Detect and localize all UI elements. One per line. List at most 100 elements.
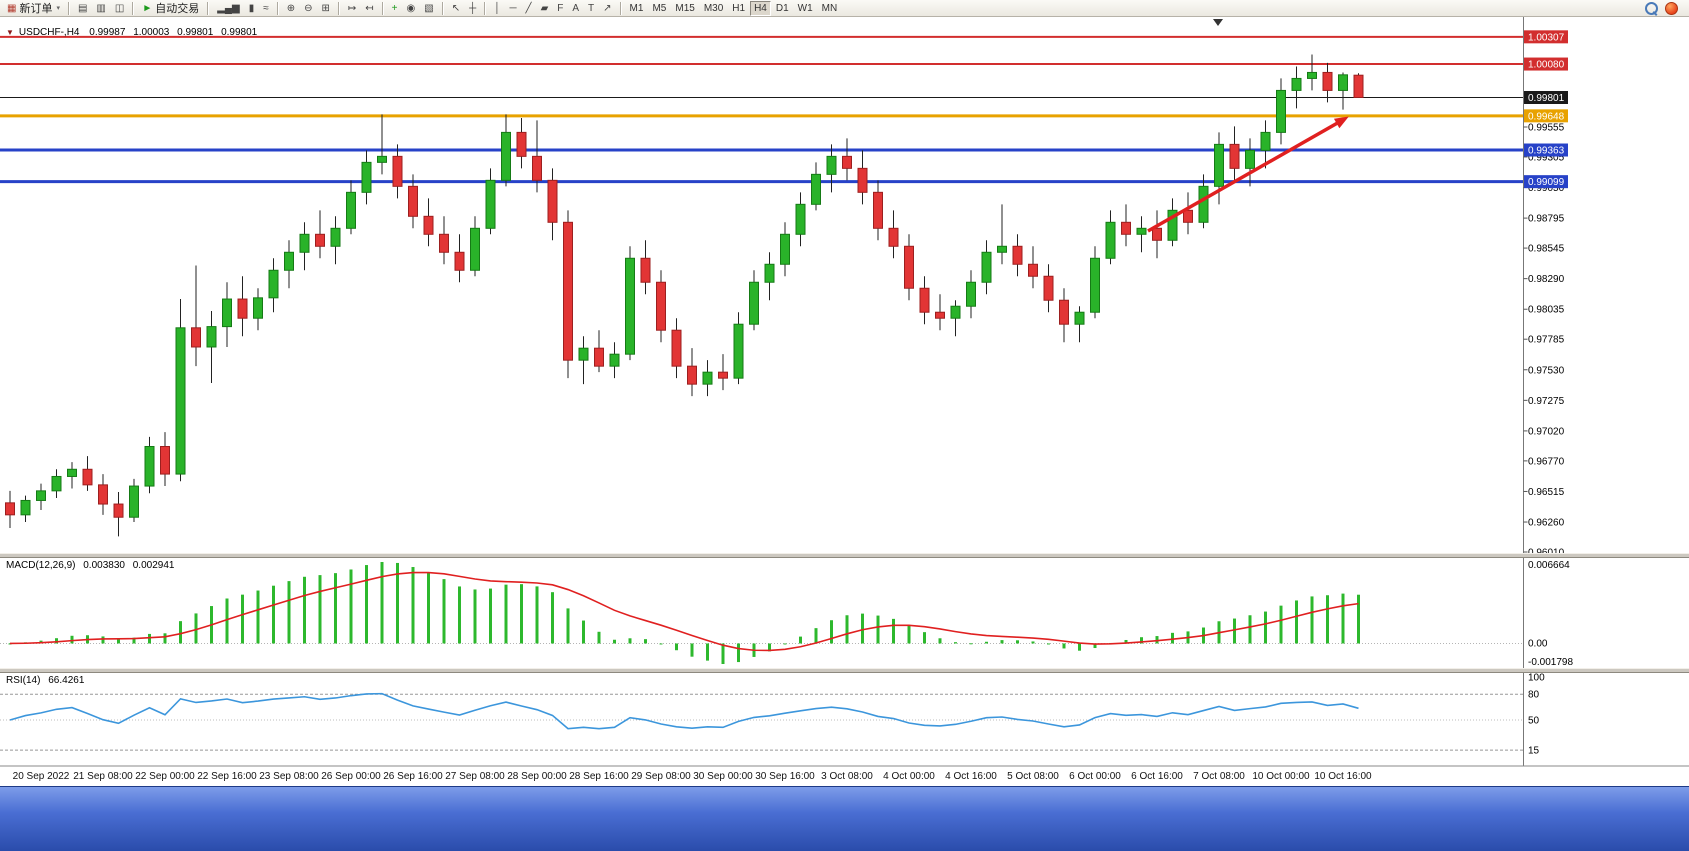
candle-body [237,298,248,319]
line-chart-icon: ≈ [263,2,269,14]
arrows-icon[interactable]: ↗ [599,0,615,17]
price-tick-label: 0.99305 [1528,152,1565,163]
trendline-icon[interactable]: ╱ [522,0,536,17]
zoom-out-icon[interactable]: ⊖ [300,0,316,17]
fibonacci-icon[interactable]: F [553,0,567,17]
macd-histogram-bar [427,572,430,644]
macd-histogram-bar [892,618,895,644]
time-axis-label: 30 Sep 16:00 [755,771,815,782]
cursor-icon[interactable]: ↖ [448,0,464,17]
timeframe-button-m1[interactable]: M1 [629,2,644,14]
timeframe-button-h4[interactable]: H4 [750,0,771,16]
candle-body [36,490,46,501]
zoom-out-icon: ⊖ [304,2,313,14]
new-order-icon: ▦ [7,2,17,14]
text-icon: A [572,2,580,14]
horizontal-line-icon[interactable]: ─ [505,0,520,17]
periods-icon[interactable]: ◉ [403,0,420,17]
price-line-label: 1.00307 [1528,32,1565,43]
line-chart-icon[interactable]: ≈ [259,0,273,17]
bar-chart-icon[interactable]: ▂▄▆ [213,0,243,17]
navigator-icon[interactable]: ◫ [111,0,128,17]
candle-body [1105,221,1116,259]
indicators-icon[interactable]: + [388,0,402,17]
candle-body [51,475,62,492]
vertical-line-icon[interactable]: │ [490,0,504,17]
auto-scroll-icon: ↦ [347,2,357,14]
timeframe-button-d1[interactable]: D1 [775,2,789,14]
macd-histogram-bar [256,590,260,644]
candle-body [268,269,279,299]
zoom-in-icon[interactable]: ⊕ [283,0,299,17]
crosshair-icon[interactable]: ┼ [465,0,480,17]
candle-body [1059,299,1069,325]
time-axis-label: 7 Oct 08:00 [1193,771,1245,782]
price-tick-label: 0.99555 [1528,122,1565,133]
trend-arrow-head [1333,116,1349,129]
auto-trading-icon: ► [142,2,153,14]
candle-body [423,215,434,235]
trend-arrow[interactable] [1147,119,1342,233]
templates-icon[interactable]: ▧ [420,0,437,17]
candle-body [1353,74,1364,98]
candlestick-chart-icon[interactable]: ▮ [245,0,259,17]
macd-histogram-bar [566,608,570,644]
time-axis-label: 30 Sep 00:00 [693,771,753,782]
pane-divider-rsi[interactable] [0,668,1689,673]
tile-windows-icon[interactable]: ⊞ [318,0,334,17]
macd-histogram-bar [318,575,322,644]
candle-body [408,185,418,217]
rsi-axis-label: 50 [1528,716,1540,727]
auto-scroll-icon[interactable]: ↦ [344,0,360,17]
market-watch-icon[interactable]: ▤ [74,0,91,17]
candle-body [795,203,806,235]
macd-axis-label: -0.001798 [1528,657,1573,668]
toolbar-separator [132,1,135,15]
candle-body [470,227,480,271]
price-line-label: 0.99099 [1528,177,1565,188]
macd-histogram-bar [1031,641,1035,644]
candle-body [826,155,837,175]
macd-axis-label: 0.006664 [1528,560,1570,571]
timeframe-button-h1[interactable]: H1 [732,2,746,14]
candle-body [346,191,356,229]
new-order-button[interactable]: ▦ 新订单 ▾ [3,0,64,17]
candle-body [1229,143,1240,169]
taskbar [0,786,1689,851]
macd-histogram-bar [396,562,399,644]
macd-axis-label: 0.00 [1528,638,1548,649]
chart-shift-icon[interactable]: ↤ [361,0,377,17]
candle-body [609,353,620,367]
macd-histogram-bar [1326,595,1329,644]
toolbar: ▦ 新订单 ▾ ▤ ▥ ◫ ► 自动交易 ▂▄▆ ▮ ≈ ⊕ ⊖ ⊞ ↦ ↤ + ◉ ▧ ↖ ┼ │ ─ ╱ ▰ F A T ↗ M1 M5… [0,0,1689,17]
channel-icon[interactable]: ▰ [537,0,553,17]
timeframe-button-m15[interactable]: M15 [675,2,695,14]
macd-histogram-bar [55,638,58,644]
timeframe-button-w1[interactable]: W1 [797,2,813,14]
candle-body [20,499,31,516]
toolbar-separator [67,1,70,15]
macd-histogram-bar [1310,596,1314,644]
macd-histogram-bar [628,638,632,644]
candle-body [1214,143,1224,187]
search-icon[interactable] [1645,1,1658,15]
timeframe-button-m5[interactable]: M5 [652,2,667,14]
timeframe-button-mn[interactable]: MN [821,2,838,14]
pane-divider-macd[interactable] [0,553,1689,558]
time-axis-label: 4 Oct 16:00 [945,771,997,782]
text-icon[interactable]: A [568,0,583,17]
candle-body [98,484,108,505]
timeframe-button-m30[interactable]: M30 [703,2,724,14]
macd-histogram-bar [179,621,182,644]
one-click-trading-icon[interactable]: ▼ [6,28,14,37]
candle-body [1043,275,1054,301]
price-tick-label: 0.98795 [1528,214,1565,225]
notification-icon[interactable] [1665,1,1678,15]
auto-trading-button[interactable]: ► 自动交易 [138,0,203,17]
candlestick-chart-icon: ▮ [248,2,255,14]
data-window-icon[interactable]: ▥ [92,0,109,17]
text-label-icon[interactable]: T [584,0,598,17]
price-tick-label: 0.96515 [1528,487,1565,498]
candle-body [1152,227,1162,241]
